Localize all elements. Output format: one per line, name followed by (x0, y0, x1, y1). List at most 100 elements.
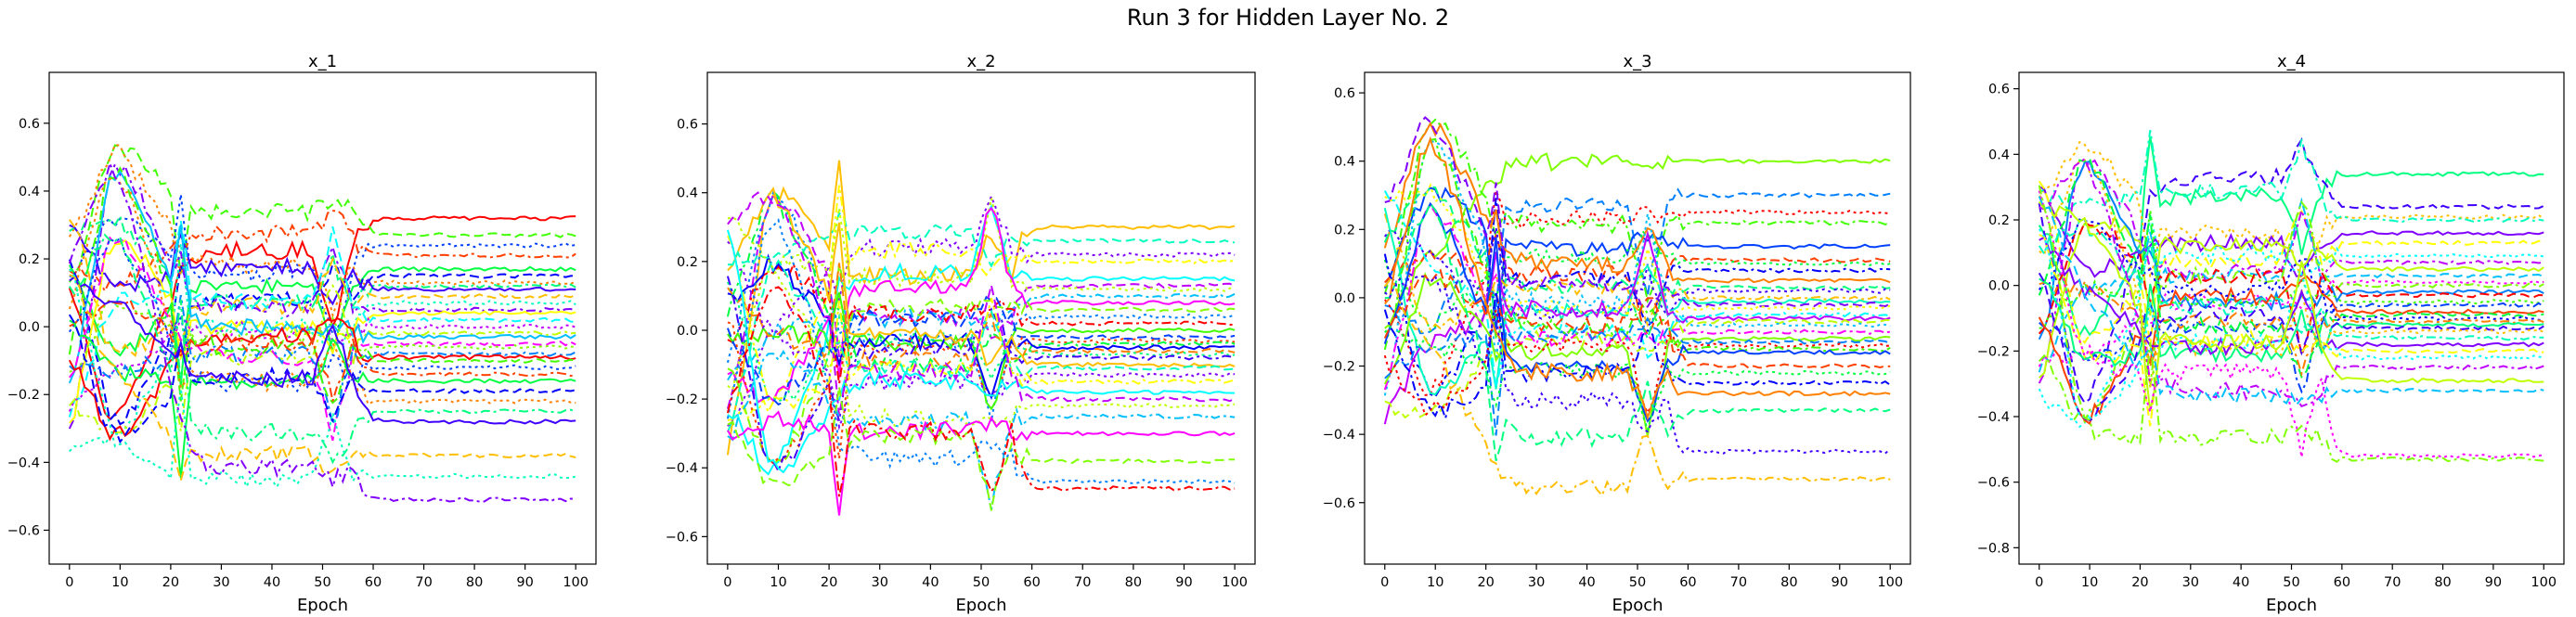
x-tick-label: 0 (1380, 575, 1389, 590)
x-tick-label: 50 (314, 575, 330, 590)
series-line-22 (727, 250, 1236, 380)
series-line-5 (2039, 186, 2544, 278)
series-line-9 (727, 206, 1236, 405)
series-line-17 (727, 253, 1236, 401)
series-line-4 (69, 210, 576, 293)
series-line-25 (1383, 201, 1891, 423)
subplot-x4: 0 10 20 30 40 50 60 70 80 90 100 −0.8 −0.6 −0.4 −0.2 0.… (1977, 52, 2565, 615)
series-line-6 (1384, 233, 1891, 337)
series-group (1383, 116, 1891, 497)
series-line-28 (1383, 290, 1891, 422)
x-axis-label: Epoch (2266, 596, 2317, 615)
series-line-1 (1384, 152, 1891, 329)
subplot-x1: 0 10 20 30 40 50 60 70 80 90 100 −0.6 −0.4 −0.2 0.0 0.2… (7, 52, 597, 615)
y-tick-label: 0.6 (19, 117, 40, 132)
subplot-title: x_1 (308, 52, 337, 71)
series-line-23 (1383, 309, 1891, 418)
series-line-30 (1384, 201, 1891, 461)
series-line-24 (69, 298, 576, 402)
series-line-25 (2039, 236, 2544, 356)
x-tick-label: 60 (2334, 575, 2350, 590)
y-tick-label: −0.6 (1977, 476, 2010, 491)
series-line-3 (1384, 186, 1891, 396)
series-line-29 (1384, 135, 1891, 421)
x-tick-label: 30 (872, 575, 888, 590)
series-line-1 (68, 215, 576, 421)
series-line-2 (1384, 187, 1891, 335)
series-line-31 (726, 218, 1236, 485)
y-tick-label: −0.4 (7, 456, 40, 470)
y-tick-label: −0.2 (1323, 360, 1355, 375)
x-tick-label: 50 (1629, 575, 1646, 590)
y-tick-label: 0.2 (1988, 213, 2010, 228)
series-line-29 (727, 410, 1236, 516)
y-tick-label: 0.2 (1334, 223, 1355, 238)
x-tick-label: 40 (922, 575, 938, 590)
x-tick-label: 80 (1125, 575, 1142, 590)
y-tick-label: 0.0 (1988, 279, 2010, 294)
series-line-16 (69, 284, 576, 440)
x-tick-label: 90 (1832, 575, 1848, 590)
x-tick-label: 80 (2434, 575, 2451, 590)
series-line-29 (69, 276, 576, 425)
x-tick-label: 10 (1427, 575, 1443, 590)
series-line-12 (727, 261, 1236, 384)
series-line-12 (1383, 213, 1891, 331)
y-tick-label: −0.4 (1323, 428, 1355, 443)
series-line-15 (1384, 183, 1891, 320)
figure-title: Run 3 for Hidden Layer No. 2 (1126, 5, 1450, 31)
y-tick-label: 0.0 (19, 320, 40, 335)
x-tick-label: 40 (2233, 575, 2249, 590)
subplot-title: x_2 (966, 52, 995, 71)
y-tick-label: 0.2 (677, 255, 698, 270)
x-tick-label: 100 (1222, 575, 1248, 590)
series-line-9 (2039, 214, 2544, 379)
series-line-17 (1383, 229, 1891, 425)
x-tick-label: 90 (516, 575, 533, 590)
y-tick-label: −0.2 (1977, 344, 2010, 359)
series-line-20 (1383, 203, 1891, 391)
series-line-24 (1383, 137, 1891, 354)
series-line-30 (2038, 196, 2544, 407)
x-tick-label: 40 (1578, 575, 1595, 590)
series-line-26 (727, 191, 1236, 417)
series-group (726, 160, 1236, 516)
series-line-14 (1384, 116, 1891, 309)
series-line-12 (2038, 199, 2544, 424)
y-tick-label: 0.6 (677, 118, 698, 133)
series-line-6 (726, 192, 1236, 409)
series-line-11 (2038, 276, 2544, 367)
x-tick-label: 100 (563, 575, 589, 590)
series-line-19 (69, 298, 576, 393)
series-line-3 (69, 194, 576, 337)
series-group (68, 143, 576, 503)
series-line-32 (1383, 277, 1891, 497)
x-tick-label: 60 (365, 575, 382, 590)
series-line-6 (2038, 180, 2544, 347)
series-group (2038, 130, 2544, 463)
series-line-13 (1383, 207, 1891, 396)
series-line-19 (726, 281, 1236, 403)
x-tick-label: 20 (1477, 575, 1494, 590)
x-tick-label: 30 (2182, 575, 2199, 590)
x-axis-label: Epoch (297, 596, 348, 615)
series-line-31 (68, 268, 576, 490)
x-tick-label: 0 (2035, 575, 2043, 590)
series-line-19 (1383, 140, 1891, 396)
series-line-23 (68, 237, 576, 393)
subplot-x2: 0 10 20 30 40 50 60 70 80 90 100 −0.6 −0.4 −0.2 0.0 0.2… (666, 52, 1256, 615)
series-line-10 (2038, 197, 2544, 373)
series-line-17 (2038, 275, 2544, 426)
series-line-5 (1383, 186, 1891, 330)
series-line-15 (2039, 210, 2544, 329)
series-line-26 (68, 314, 576, 444)
series-line-27 (1384, 325, 1891, 433)
series-line-19 (2038, 218, 2544, 323)
x-tick-label: 0 (723, 575, 731, 590)
x-tick-label: 20 (821, 575, 837, 590)
series-line-9 (69, 224, 576, 306)
series-line-11 (69, 243, 576, 453)
series-line-18 (69, 236, 576, 442)
y-tick-label: 0.2 (19, 252, 40, 267)
series-line-22 (1384, 316, 1891, 436)
